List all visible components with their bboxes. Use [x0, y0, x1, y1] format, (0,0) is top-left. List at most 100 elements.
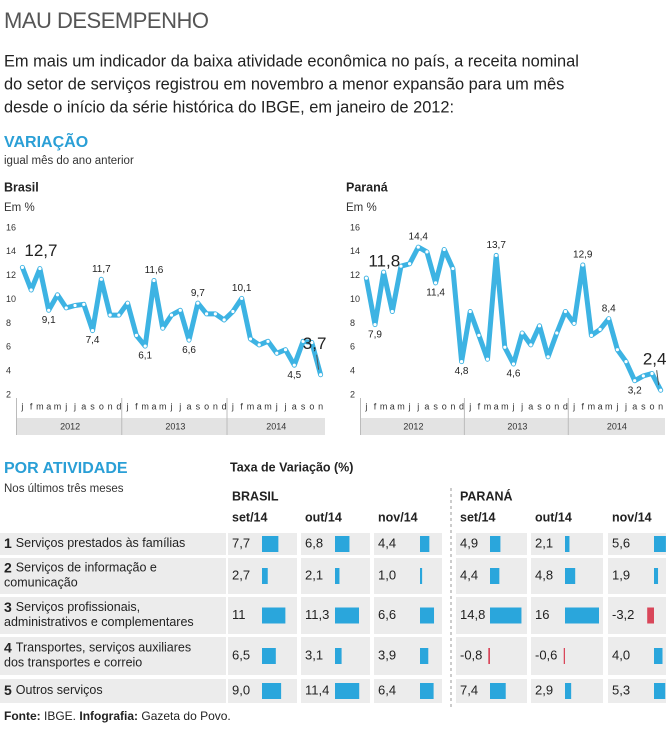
x-tick-label: s [433, 401, 438, 411]
x-tick-label: a [187, 401, 192, 411]
point [537, 324, 542, 328]
row-bg [0, 533, 226, 555]
data-label: 4,8 [455, 366, 469, 377]
bar [647, 607, 654, 624]
x-tick-label: n [658, 401, 663, 411]
year-band [464, 418, 570, 435]
year-band [568, 418, 665, 435]
x-tick-label: j [408, 401, 411, 411]
data-label: 3,2 [628, 385, 642, 396]
cell-value: -3,2 [612, 607, 634, 622]
bar [565, 683, 572, 699]
column-header: nov/14 [612, 510, 652, 524]
point [187, 338, 191, 342]
bar [262, 536, 279, 552]
x-tick-label: a [390, 401, 395, 411]
bar [488, 648, 490, 664]
x-tick-label: n [108, 401, 113, 411]
cell-value: 4,9 [460, 535, 478, 550]
x-tick-label: a [151, 401, 156, 411]
x-tick-label: o [650, 401, 655, 411]
year-band [361, 418, 466, 435]
cell-value: 11,3 [305, 607, 329, 622]
bar [654, 683, 666, 699]
point [143, 344, 147, 348]
point [319, 373, 323, 377]
bar [490, 607, 522, 624]
x-tick-label: s [301, 401, 306, 411]
x-tick-label: j [284, 401, 287, 411]
row-number: 2 [4, 559, 12, 575]
row-name: administrativos e complementares [4, 615, 194, 629]
point [117, 313, 121, 317]
x-tick-label: o [442, 401, 447, 411]
point [399, 264, 403, 268]
x-tick-label: j [468, 401, 471, 411]
x-tick-label: f [478, 401, 481, 411]
bar [262, 607, 286, 624]
cell-value: 3,1 [305, 647, 323, 662]
year-band [122, 418, 229, 435]
y-tick-label: 4 [6, 366, 11, 376]
year-band [17, 418, 124, 435]
intro-line: Em mais um indicador da baixa atividade … [4, 52, 579, 70]
cell-value: 6,6 [378, 607, 396, 622]
y-tick-label: 2 [6, 389, 11, 399]
bar [490, 568, 500, 584]
data-label: 4,6 [507, 369, 521, 380]
x-tick-label: j [520, 401, 523, 411]
point [169, 313, 174, 317]
x-tick-label: o [546, 401, 551, 411]
data-label: 4,5 [287, 370, 301, 381]
x-tick-label: f [374, 401, 377, 411]
x-tick-label: a [424, 401, 429, 411]
x-tick-label: j [364, 401, 367, 411]
cell-value: 6,8 [305, 535, 323, 550]
section-title: POR ATIVIDADE [4, 460, 128, 477]
cell-value: 7,4 [460, 682, 478, 697]
x-tick-label: m [159, 401, 167, 411]
point [266, 339, 270, 343]
year-band [227, 418, 325, 435]
data-label: 11,4 [426, 288, 445, 299]
point [485, 357, 490, 361]
point [659, 388, 663, 392]
point [108, 313, 112, 317]
cell-value: 7,7 [232, 535, 250, 550]
data-label: 6,6 [182, 345, 196, 356]
point [301, 339, 305, 343]
section-subtitle: Nos últimos três meses [4, 483, 124, 495]
point [468, 309, 472, 314]
point [607, 317, 611, 321]
y-tick-label: 8 [6, 318, 11, 328]
point [589, 333, 594, 337]
x-tick-label: j [20, 401, 23, 411]
point [90, 328, 95, 333]
cell-value: 4,4 [460, 567, 478, 582]
bar [654, 648, 663, 664]
x-tick-label: f [581, 401, 584, 411]
y-axis-label: Em % [4, 202, 35, 214]
row-name-line: dos transportes e correio [4, 656, 142, 670]
bar [420, 648, 429, 664]
chart-title: Paraná [346, 180, 388, 194]
point [257, 343, 261, 347]
bar [335, 607, 360, 624]
point [442, 247, 446, 252]
point [283, 348, 288, 352]
point [73, 303, 77, 308]
bar [420, 568, 423, 584]
point [408, 262, 412, 266]
x-tick-label: a [257, 401, 262, 411]
x-tick-label: j [572, 401, 575, 411]
cell-value: 14,8 [460, 607, 485, 622]
x-tick-label: n [213, 401, 218, 411]
row-name: 2 Serviços de informação e [4, 559, 157, 575]
point [29, 288, 33, 292]
year-label: 2013 [507, 421, 527, 431]
x-tick-label: o [99, 401, 104, 411]
point [292, 363, 296, 367]
point [520, 331, 524, 335]
x-tick-label: j [126, 401, 129, 411]
y-axis-label: Em % [346, 202, 377, 214]
